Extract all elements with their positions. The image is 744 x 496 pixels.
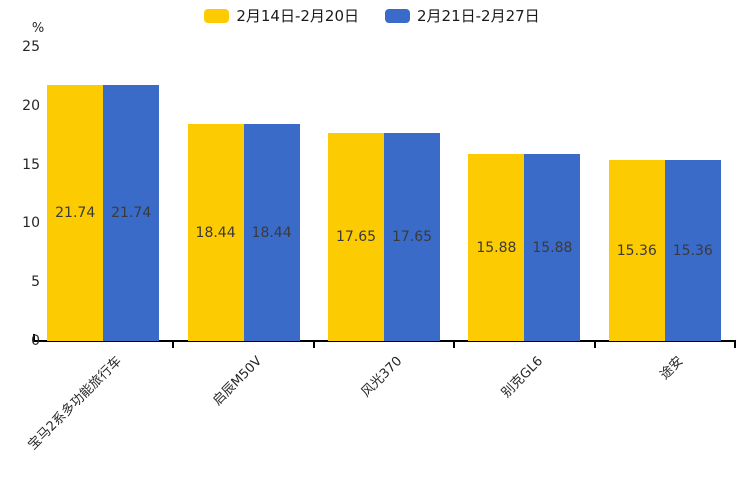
x-category-label: 宝马2系多功能旅行车 (25, 353, 125, 454)
y-axis-unit-label: % (31, 21, 45, 36)
x-axis-tick (734, 342, 736, 348)
x-axis-tick (593, 342, 596, 348)
legend-item-week1[interactable]: 2月14日-2月20日 (204, 6, 359, 26)
bar-value-label: 21.74 (55, 205, 96, 222)
x-axis-tick (172, 342, 175, 348)
x-axis-line (33, 340, 736, 342)
x-category-label: 启辰M50V (210, 353, 266, 409)
legend-swatch-blue-icon (385, 9, 410, 23)
bar-value-label: 21.74 (111, 205, 152, 222)
y-tick-label: 0 (31, 333, 40, 349)
bar-week2 (243, 124, 300, 341)
x-category-label: 别克GL6 (498, 353, 546, 401)
bar-value-label: 15.36 (616, 242, 657, 259)
x-axis-tick (453, 342, 456, 348)
legend-item-week2[interactable]: 2月21日-2月27日 (385, 6, 540, 26)
bar-week2 (664, 160, 721, 341)
bar-week1 (328, 133, 384, 341)
y-axis-stub (33, 334, 35, 342)
bar-week1 (608, 160, 665, 341)
bar-value-label: 15.36 (672, 242, 713, 259)
x-category-label: 途安 (657, 353, 687, 383)
bar-value-label: 15.88 (532, 239, 573, 256)
bar-value-label: 17.65 (391, 229, 433, 246)
y-tick-label: 10 (22, 215, 40, 232)
legend-label: 2月21日-2月27日 (417, 7, 540, 25)
bar-value-label: 17.65 (335, 229, 377, 246)
x-axis-tick (312, 342, 315, 348)
y-tick-label: 5 (31, 274, 40, 291)
bar-value-label: 18.44 (195, 224, 236, 241)
legend-swatch-yellow-icon (204, 9, 230, 23)
bar-week2 (384, 133, 440, 341)
bar-week2 (524, 154, 581, 341)
legend: 2月14日-2月20日 2月21日-2月27日 (0, 6, 744, 26)
y-tick-label: 15 (22, 156, 40, 173)
y-tick-label: 25 (22, 39, 40, 55)
bar-week2 (103, 85, 160, 341)
bar-value-label: 15.88 (476, 239, 517, 256)
legend-label: 2月14日-2月20日 (236, 7, 359, 25)
y-tick-label: 20 (22, 97, 40, 114)
bar-week1 (47, 85, 104, 341)
bar-week1 (187, 124, 244, 341)
bar-week1 (468, 154, 525, 341)
x-category-label: 风光370 (358, 353, 406, 401)
bar-value-label: 18.44 (251, 224, 292, 241)
